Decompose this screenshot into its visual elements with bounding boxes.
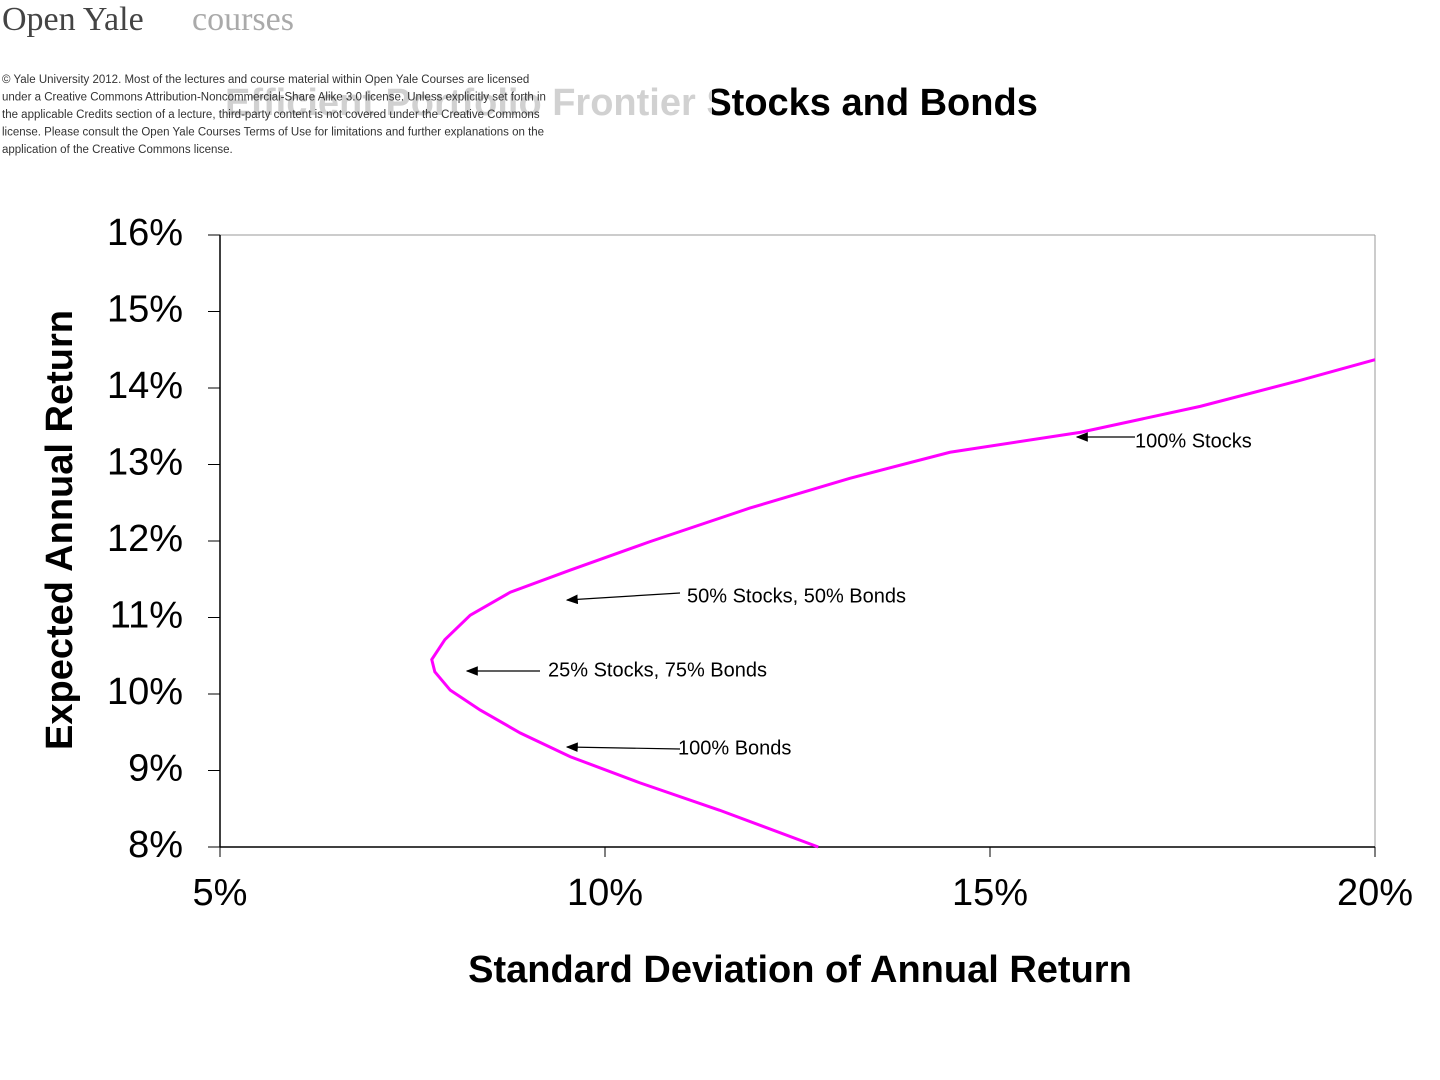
- annotation: 100% Bonds: [678, 737, 791, 759]
- license-line: the applicable Credits section of a lect…: [2, 109, 540, 121]
- frontier-line: [430, 358, 1376, 849]
- x-tick-label: 15%: [952, 872, 1028, 914]
- y-tick-label: 16%: [107, 212, 183, 254]
- annotation: 100% Stocks: [1135, 430, 1252, 452]
- x-tick-label: 5%: [193, 872, 248, 914]
- x-axis-label: Standard Deviation of Annual Return: [468, 949, 1132, 991]
- y-tick-label: 11%: [110, 595, 183, 637]
- y-tick-label: 13%: [107, 442, 183, 484]
- y-tick-label: 14%: [107, 365, 183, 407]
- brand-suffix: courses: [192, 1, 294, 38]
- license-line: license. Please consult the Open Yale Co…: [2, 127, 544, 139]
- license-backdrop: [0, 70, 712, 160]
- x-tick-label: 10%: [567, 872, 643, 914]
- y-tick-label: 15%: [107, 289, 183, 331]
- brand: Open Yale: [2, 1, 144, 38]
- license-line: under a Creative Commons Attribution-Non…: [2, 92, 546, 104]
- license-line: © Yale University 2012. Most of the lect…: [2, 74, 529, 86]
- y-axis-label: Expected Annual Return: [39, 310, 81, 750]
- annotation: 25% Stocks, 75% Bonds: [548, 659, 767, 681]
- annotation-arrow: [565, 742, 681, 752]
- y-tick-label: 10%: [107, 671, 183, 713]
- annotation: 50% Stocks, 50% Bonds: [687, 585, 906, 607]
- y-tick-label: 8%: [128, 824, 183, 866]
- annotation-arrow: [565, 592, 681, 605]
- y-tick-label: 12%: [107, 518, 183, 560]
- y-tick-label: 9%: [128, 748, 183, 790]
- license-line: application of the Creative Commons lice…: [2, 144, 233, 156]
- x-tick-label: 20%: [1337, 872, 1413, 914]
